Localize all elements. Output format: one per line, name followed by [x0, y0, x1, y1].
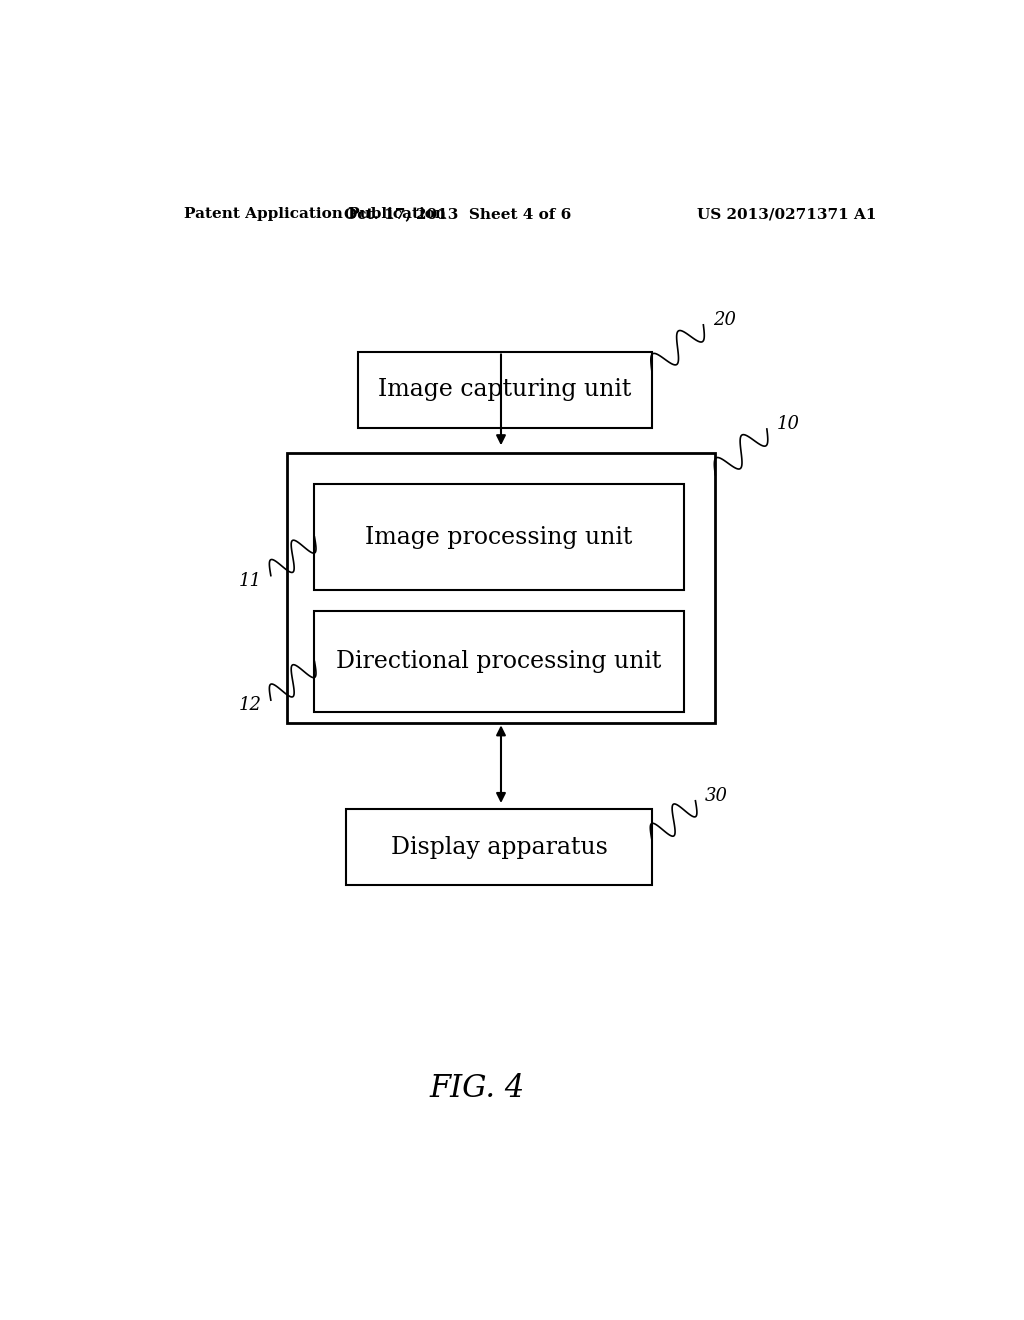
Text: 20: 20 — [713, 310, 736, 329]
Text: FIG. 4: FIG. 4 — [429, 1073, 525, 1104]
Text: 12: 12 — [239, 696, 261, 714]
Text: Image processing unit: Image processing unit — [366, 525, 633, 549]
Text: 11: 11 — [239, 572, 261, 590]
Bar — [314, 611, 684, 713]
Text: Directional processing unit: Directional processing unit — [336, 649, 662, 673]
Text: Patent Application Publication: Patent Application Publication — [183, 207, 445, 222]
Bar — [346, 809, 652, 886]
Text: Image capturing unit: Image capturing unit — [378, 378, 632, 401]
Text: 10: 10 — [776, 414, 800, 433]
Bar — [314, 483, 684, 590]
Text: US 2013/0271371 A1: US 2013/0271371 A1 — [697, 207, 877, 222]
Bar — [287, 453, 716, 722]
Text: 30: 30 — [705, 787, 728, 805]
Text: Oct. 17, 2013  Sheet 4 of 6: Oct. 17, 2013 Sheet 4 of 6 — [344, 207, 571, 222]
Bar — [358, 351, 651, 428]
Text: Display apparatus: Display apparatus — [390, 836, 607, 858]
